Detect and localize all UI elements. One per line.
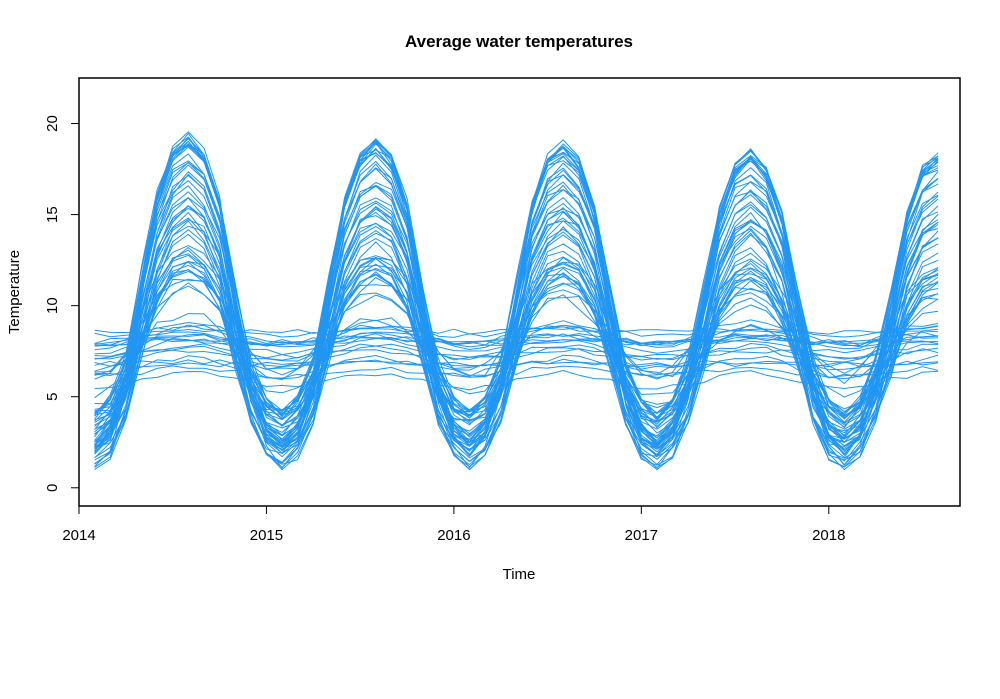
x-tick-label: 2018: [812, 527, 845, 544]
y-axis-label: Temperature: [6, 250, 23, 334]
series-line: [94, 360, 939, 368]
series-line: [94, 343, 939, 363]
series-line: [94, 337, 939, 361]
series-line: [94, 365, 939, 379]
series-line: [94, 180, 939, 430]
series-line: [94, 370, 939, 391]
series-line: [94, 345, 939, 372]
chart-title: Average water temperatures: [405, 32, 633, 51]
series-line: [94, 335, 939, 348]
x-tick-label: 2014: [62, 527, 95, 544]
y-axis: 0 5 10 15 20: [44, 115, 80, 492]
series-line: [94, 146, 939, 418]
series-line: [94, 277, 939, 427]
series-line: [94, 197, 939, 428]
series-line: [94, 324, 939, 351]
series-layer: [94, 131, 939, 471]
y-tick-label: 15: [44, 206, 61, 223]
y-tick-label: 10: [44, 297, 61, 314]
series-line: [94, 332, 939, 356]
y-tick-label: 20: [44, 115, 61, 132]
series-line: [94, 319, 939, 347]
x-tick-label: 2015: [250, 527, 283, 544]
x-axis: 2014 2015 2016 2017 2018: [62, 505, 845, 544]
series-line: [94, 160, 939, 421]
y-tick-label: 5: [44, 393, 61, 401]
series-line: [94, 326, 939, 335]
series-line: [94, 245, 939, 384]
series-line: [94, 331, 939, 346]
x-axis-label: Time: [503, 566, 536, 583]
y-tick-label: 0: [44, 484, 61, 492]
x-tick-label: 2017: [625, 527, 658, 544]
x-tick-label: 2016: [437, 527, 470, 544]
